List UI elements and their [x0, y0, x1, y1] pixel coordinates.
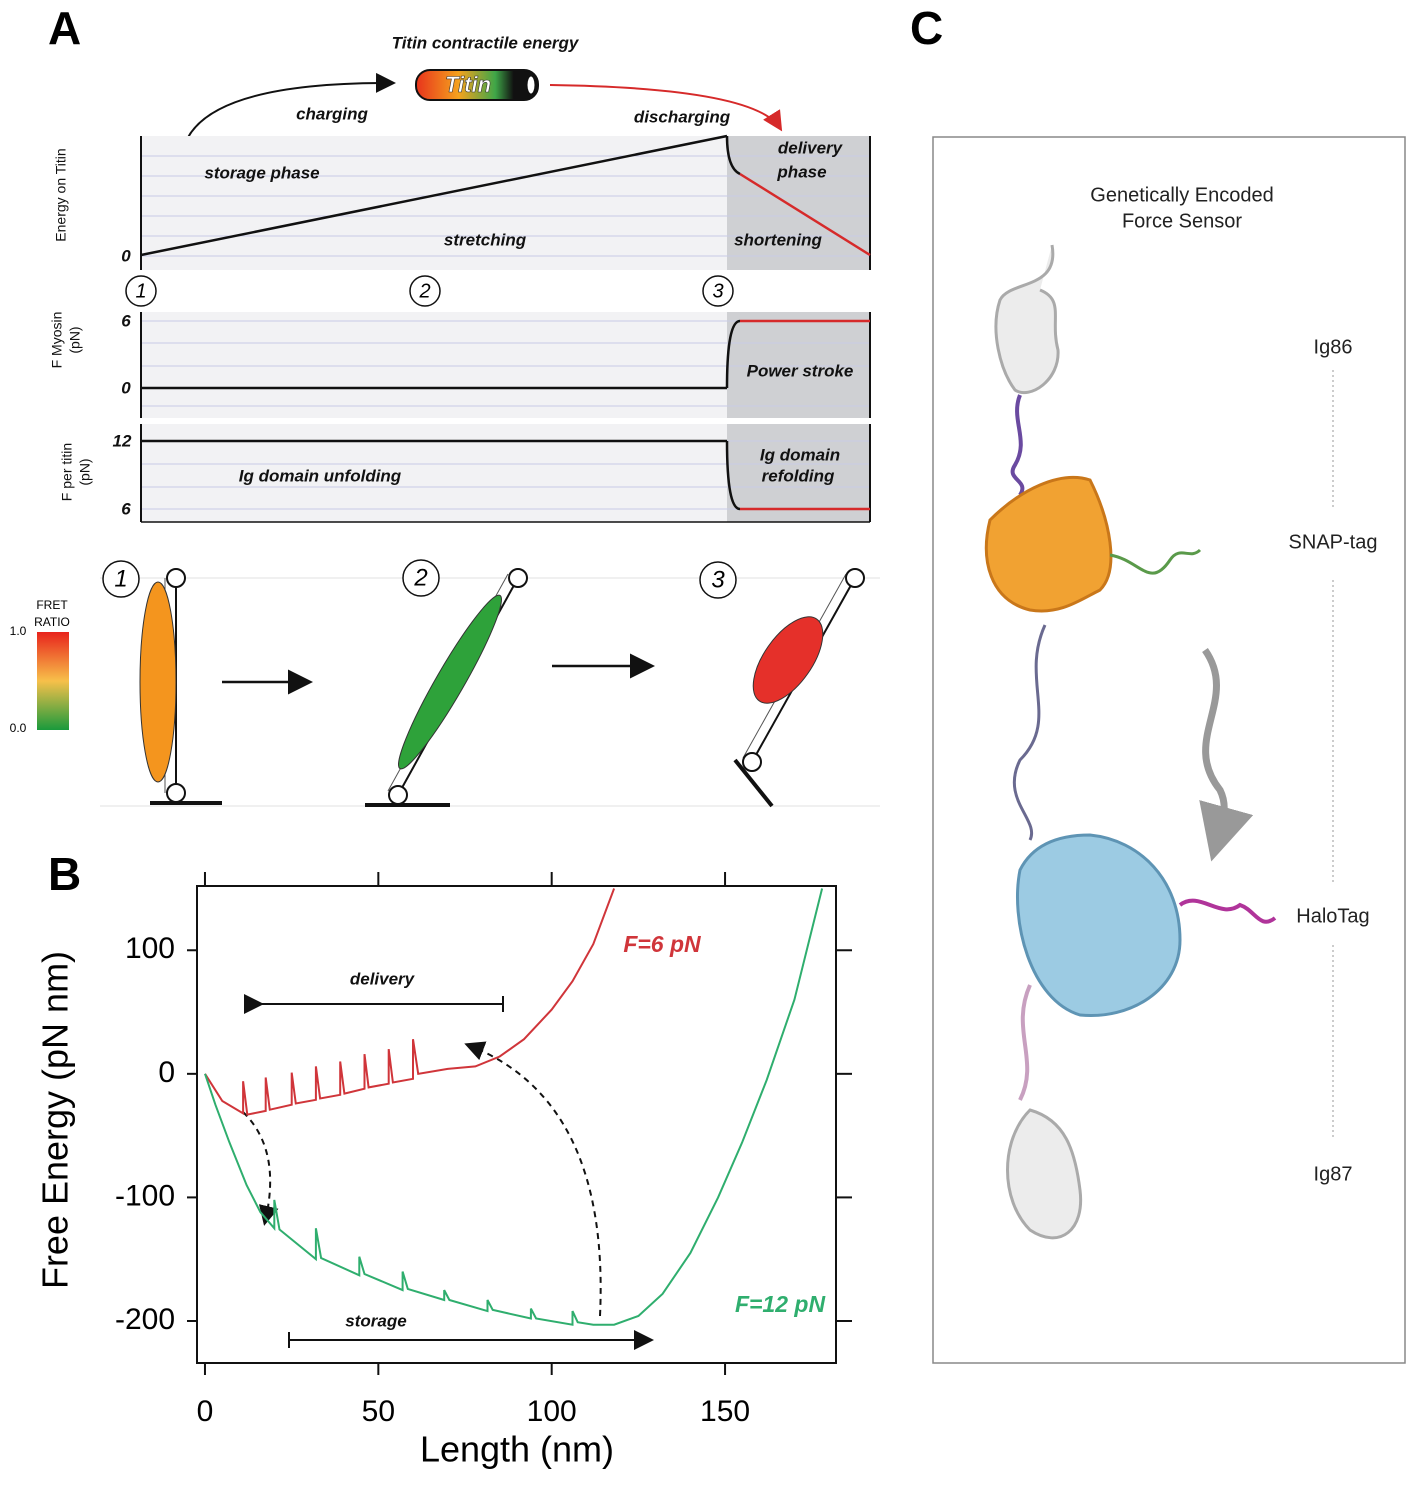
grid: [141, 155, 870, 257]
step-number: 2: [418, 280, 430, 302]
annotation: storage: [345, 1311, 406, 1330]
step-number: 1: [135, 280, 146, 302]
panel-title: Force Sensor: [1122, 210, 1242, 232]
domain-label: Ig86: [1314, 336, 1353, 358]
dashed-arrow: [464, 1041, 602, 1317]
discharging-label: discharging: [634, 107, 731, 126]
battery-title: Titin contractile energy: [392, 33, 580, 52]
dashed-arrow: [242, 1111, 279, 1226]
energy-line: [140, 134, 728, 257]
step-1-cartoon: 1: [102, 560, 222, 805]
motion-arrow: [1199, 647, 1254, 862]
x-tick-label: 0: [197, 1395, 214, 1428]
tick-label: 6: [121, 499, 131, 518]
x-tick-label: 100: [527, 1395, 577, 1428]
charging-label: charging: [296, 104, 368, 123]
steps: 1 2 3: [125, 275, 734, 307]
panel-c: C Genetically Encoded Force Sensor Ig86 …: [910, 2, 1406, 1364]
panel-b: B Free Energy (pN nm) Length (nm) delive…: [35, 848, 852, 1470]
step-3-cartoon: 3: [699, 561, 865, 808]
unfolding: Ig domain unfolding: [239, 466, 402, 485]
fret-tick: 1.0: [10, 624, 27, 638]
power-stroke: Power stroke: [747, 361, 854, 380]
tick-label: 6: [121, 311, 131, 330]
storage-phase: storage phase: [204, 163, 319, 182]
fret-label: RATIO: [34, 615, 70, 629]
tick-label: 0: [121, 378, 131, 397]
y-tick-label: 100: [125, 932, 175, 965]
axis-label: (pN): [67, 326, 83, 353]
legend-label: F=6 pN: [623, 931, 701, 957]
storage-region: [141, 424, 727, 522]
energy-release-line: [739, 172, 871, 257]
panel-a: A Titin contractile energy Titin chargin…: [10, 2, 880, 808]
legend-label: F=12 pN: [735, 1291, 826, 1317]
delivery-phase: phase: [776, 162, 826, 181]
panel-letter: A: [48, 2, 81, 54]
domain-label: HaloTag: [1296, 905, 1369, 927]
series-line: [204, 888, 824, 1326]
fret-colorbar: [37, 632, 69, 730]
storage-region: [141, 312, 727, 418]
refolding: Ig domain: [760, 445, 840, 464]
annotation: delivery: [350, 969, 416, 988]
delivery-region: [727, 136, 870, 270]
delivery-phase: delivery: [778, 138, 844, 157]
tick-label: 0: [121, 246, 131, 265]
storage-region: [141, 136, 727, 270]
fret-tick: 0.0: [10, 721, 27, 735]
axis-label: F Myosin: [49, 312, 65, 369]
panel-letter: C: [910, 2, 943, 54]
discharging-arrow: [549, 84, 783, 132]
y-tick-label: -200: [115, 1303, 175, 1336]
delivery-region: [727, 312, 870, 418]
step-number: 3: [711, 566, 725, 593]
tick-label: 12: [113, 431, 132, 450]
battery-label: Titin: [445, 72, 491, 97]
energy-drop: [725, 135, 741, 176]
y-axis-label: Free Energy (pN nm): [35, 951, 76, 1289]
panel-letter: B: [48, 848, 81, 900]
step-number: 2: [413, 564, 427, 591]
x-axis-label: Length (nm): [420, 1429, 614, 1470]
myosin-rise: [725, 319, 741, 389]
step-number: 1: [114, 565, 127, 592]
charging-arrow: [182, 72, 396, 151]
fret-label: FRET: [36, 598, 68, 612]
series-line: [204, 888, 616, 1116]
x-tick-label: 50: [362, 1395, 395, 1428]
y-tick-label: -100: [115, 1179, 175, 1212]
axis-label: F per titin: [59, 443, 75, 501]
domain-label: SNAP-tag: [1289, 531, 1378, 553]
x-tick-label: 150: [700, 1395, 750, 1428]
protein-structure: [984, 244, 1277, 1240]
plot-frame: [196, 885, 837, 1364]
panel-title: Genetically Encoded: [1090, 184, 1273, 206]
step-2-cartoon: 2: [365, 559, 528, 807]
battery-cap: [526, 75, 536, 95]
delivery-region: [727, 424, 870, 522]
shortening: shortening: [734, 230, 822, 249]
y-tick-label: 0: [158, 1056, 175, 1089]
domain-label: Ig87: [1314, 1163, 1353, 1185]
step-number: 3: [712, 280, 723, 302]
titin-drop: [725, 440, 741, 511]
battery: [415, 69, 539, 101]
stretching: stretching: [444, 230, 527, 249]
axis-label: Energy on Titin: [53, 148, 69, 241]
axis-label: (pN): [77, 458, 93, 485]
refolding: refolding: [762, 466, 835, 485]
